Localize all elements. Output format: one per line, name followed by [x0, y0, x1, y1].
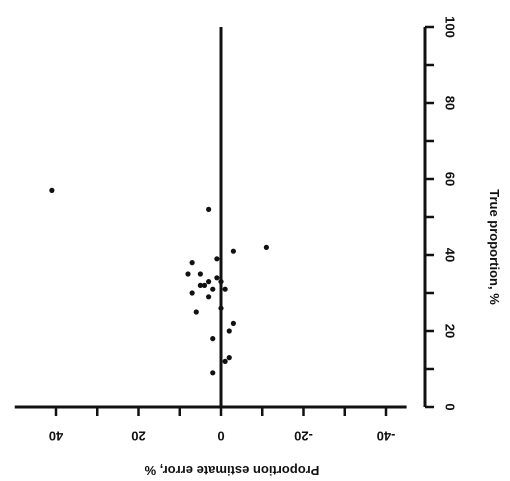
data-points [49, 187, 269, 376]
data-point [226, 328, 232, 334]
data-point [206, 206, 212, 212]
error-tick-label: 40 [49, 429, 63, 444]
data-point [210, 286, 216, 292]
data-point [210, 336, 216, 342]
data-point [222, 286, 228, 292]
data-point [193, 309, 199, 315]
data-point [210, 370, 216, 376]
data-point [226, 355, 232, 361]
data-point [189, 290, 195, 296]
data-point [197, 271, 203, 277]
data-point [201, 282, 208, 288]
true-proportion-tick-label: 0 [443, 403, 458, 410]
true-proportion-tick-label: 20 [443, 324, 458, 338]
error-tick-label: 20 [131, 429, 145, 444]
data-point [230, 248, 236, 254]
data-point [206, 279, 212, 285]
data-point [185, 271, 191, 277]
data-point [263, 244, 269, 250]
true-proportion-tick-label: 60 [443, 172, 458, 186]
data-point [218, 305, 224, 311]
y-axis-title: Proportion estimate error, % [144, 463, 319, 478]
error-tick-label: -20 [294, 429, 313, 444]
true-proportion-tick-label: 80 [443, 96, 458, 110]
true-proportion-tick-label: 100 [443, 16, 458, 38]
data-point [206, 294, 212, 300]
data-point [214, 275, 220, 281]
true-proportion-tick-label: 40 [443, 248, 458, 262]
data-point [218, 279, 224, 285]
data-point [230, 320, 236, 326]
data-point [49, 187, 55, 193]
data-point [214, 256, 220, 262]
error-tick-label: -40 [377, 429, 396, 444]
data-point [222, 358, 228, 364]
data-point [189, 260, 195, 266]
x-axis-title: True proportion, % [487, 189, 502, 305]
tick-labels: 40 20 0 -20 -40 0 20 40 60 80 100 [49, 16, 458, 443]
data-point [197, 282, 203, 288]
error-tick-label: 0 [217, 429, 224, 444]
axes [14, 25, 434, 416]
